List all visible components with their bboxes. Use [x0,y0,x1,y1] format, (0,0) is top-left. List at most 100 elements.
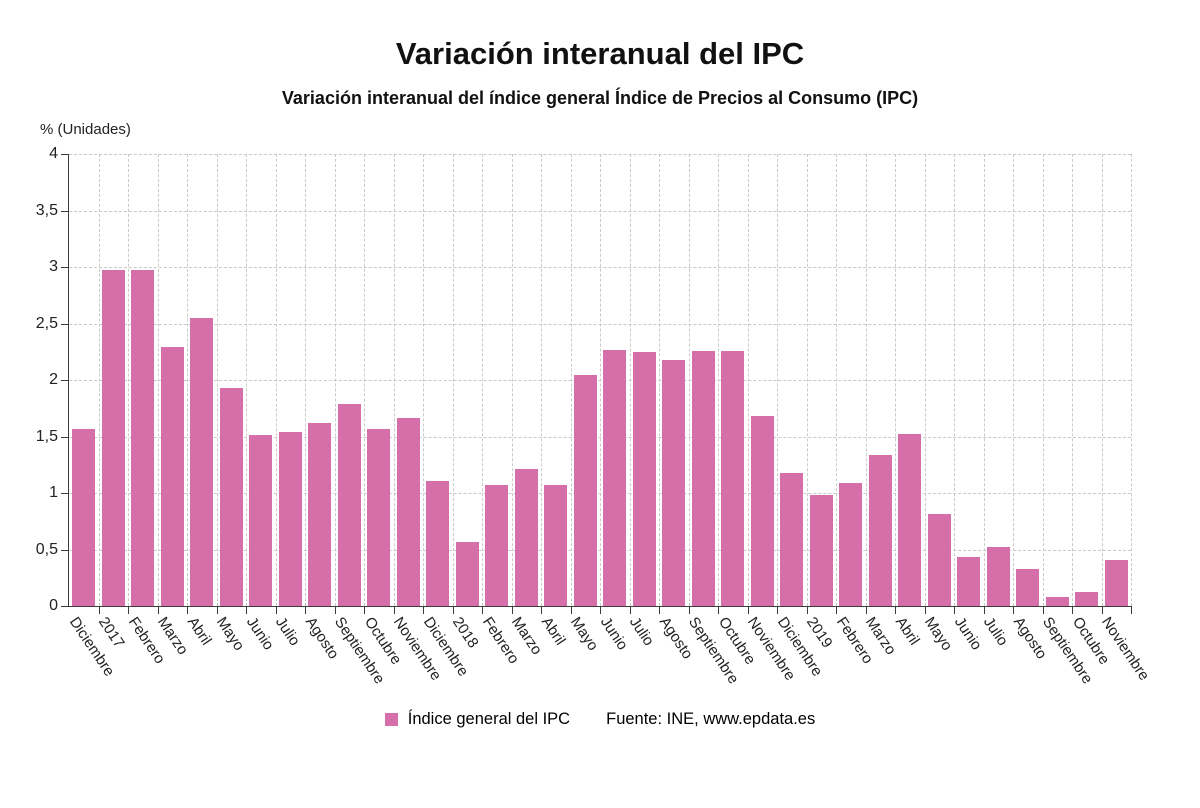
bar [278,431,302,606]
y-tick [61,380,69,381]
y-tick-label: 4 [49,145,58,162]
y-tick-label: 0 [49,597,58,614]
v-gridline [98,154,100,606]
x-tick [187,606,188,614]
y-tick [61,606,69,607]
x-tick [1013,606,1014,614]
x-tick [275,606,277,614]
v-gridline [452,154,454,606]
v-gridline [983,154,985,606]
bar [190,317,214,606]
x-tick [983,606,985,614]
y-tick [61,154,69,155]
x-tick-label: Mayo [567,614,602,654]
x-tick [688,606,690,614]
v-gridline [895,154,896,606]
bar [603,349,627,606]
x-tick [305,606,306,614]
v-gridline [246,154,247,606]
bar [839,482,863,606]
v-gridline [157,154,159,606]
bar [396,418,420,606]
x-tick-label: Junio [596,614,631,654]
chart-title: Variación interanual del IPC [395,36,805,71]
x-tick [1072,606,1073,614]
chart-subtitle: Variación interanual del índice general … [281,88,919,108]
v-gridline [1072,154,1073,606]
v-gridline [954,154,955,606]
v-gridline [1101,154,1103,606]
x-tick [246,606,247,614]
x-tick [895,606,896,614]
y-tick [61,210,69,212]
legend-label: Índice general del IPC [407,710,571,728]
x-tick [747,606,749,614]
bar [1016,568,1040,606]
x-tick-label: Mayo [213,614,248,654]
bar [514,469,538,606]
bar [809,495,833,606]
bar [898,434,922,606]
bar [750,416,774,606]
x-tick [482,606,483,614]
x-tick [865,606,867,614]
bar [1104,559,1128,606]
bar [1045,596,1069,606]
x-tick-label: Junio [242,614,277,654]
v-gridline [718,154,719,606]
bar [632,351,656,606]
y-tick [61,436,69,438]
x-tick [924,606,926,614]
bar [219,387,243,606]
v-gridline [423,154,424,606]
bar [986,547,1010,606]
v-gridline [364,154,365,606]
x-tick [659,606,660,614]
v-gridline [1131,154,1132,606]
x-tick [393,606,395,614]
v-gridline [865,154,867,606]
y-tick-label: 1 [49,484,58,501]
legend-swatch-icon [384,713,398,726]
plot-area [61,154,1132,614]
x-tick [1042,606,1044,614]
x-tick [364,606,365,614]
v-gridline [334,154,336,606]
source-label: Fuente: INE, www.epdata.es [606,710,816,728]
bar [455,541,479,606]
x-tick [777,606,778,614]
bar [131,270,155,606]
bar [957,557,981,606]
x-tick [600,606,601,614]
x-tick-label: Mayo [921,614,956,654]
x-tick [452,606,454,614]
x-tick [157,606,159,614]
y-tick-label: 2,5 [35,314,58,332]
v-gridline [806,154,808,606]
x-tick [128,606,129,614]
bar [308,422,332,606]
v-gridline [275,154,277,606]
y-tick [61,323,69,325]
x-tick [570,606,572,614]
x-tick [806,606,808,614]
bar [426,480,450,606]
v-gridline [570,154,572,606]
v-gridline [1013,154,1014,606]
y-tick [61,493,69,494]
v-gridline [128,154,129,606]
y-tick-label: 3 [49,258,58,275]
x-tick [1101,606,1103,614]
v-gridline [305,154,306,606]
v-gridline [600,154,601,606]
x-tick [511,606,513,614]
bar [927,514,951,606]
v-gridline [216,154,218,606]
bar [868,454,892,606]
bar [72,428,96,606]
bar [367,428,391,606]
x-tick [423,606,424,614]
bar [1075,592,1099,606]
bar [101,270,125,606]
